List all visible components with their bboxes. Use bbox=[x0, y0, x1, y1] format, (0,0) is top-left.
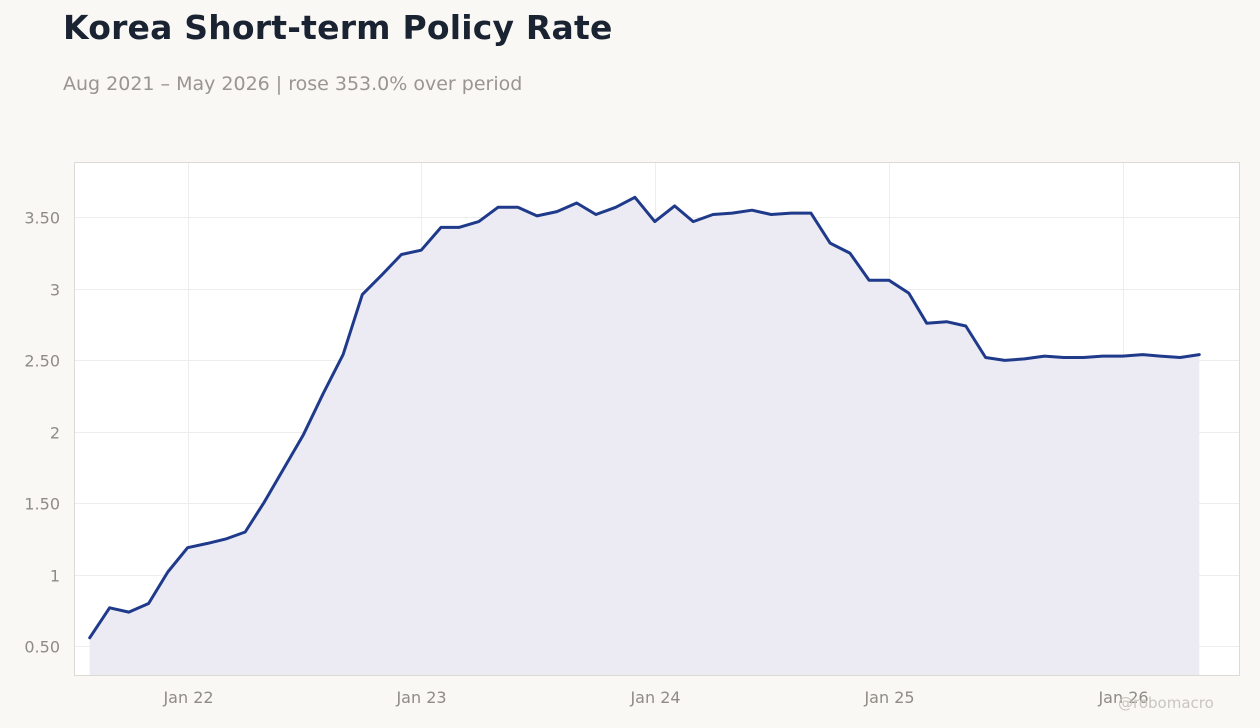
y-tick-label: 2 bbox=[50, 424, 60, 443]
y-tick-label: 3 bbox=[50, 281, 60, 300]
x-tick-label: Jan 24 bbox=[629, 688, 680, 707]
y-tick-label: 1.50 bbox=[24, 495, 60, 514]
series-line-layer bbox=[88, 195, 1201, 640]
x-tick-label: Jan 25 bbox=[863, 688, 914, 707]
x-tick-label: Jan 22 bbox=[162, 688, 213, 707]
x-tick-label: Jan 23 bbox=[395, 688, 446, 707]
chart-title: Korea Short-term Policy Rate bbox=[63, 8, 613, 47]
series-line bbox=[88, 195, 1201, 640]
y-axis: 0.50 1 1.50 2 2.50 3 3.50 bbox=[24, 209, 60, 657]
watermark: @robomacro bbox=[1118, 694, 1214, 712]
y-tick-label: 1 bbox=[50, 567, 60, 586]
x-axis: Jan 22 Jan 23 Jan 24 Jan 25 Jan 26 bbox=[162, 688, 1148, 707]
x-tick-label: Jan 26 bbox=[1097, 688, 1148, 707]
y-tick-label: 2.50 bbox=[24, 352, 60, 371]
y-tick-label: 0.50 bbox=[24, 638, 60, 657]
chart-subtitle: Aug 2021 – May 2026 | rose 353.0% over p… bbox=[63, 73, 523, 95]
y-tick-label: 3.50 bbox=[24, 209, 60, 228]
